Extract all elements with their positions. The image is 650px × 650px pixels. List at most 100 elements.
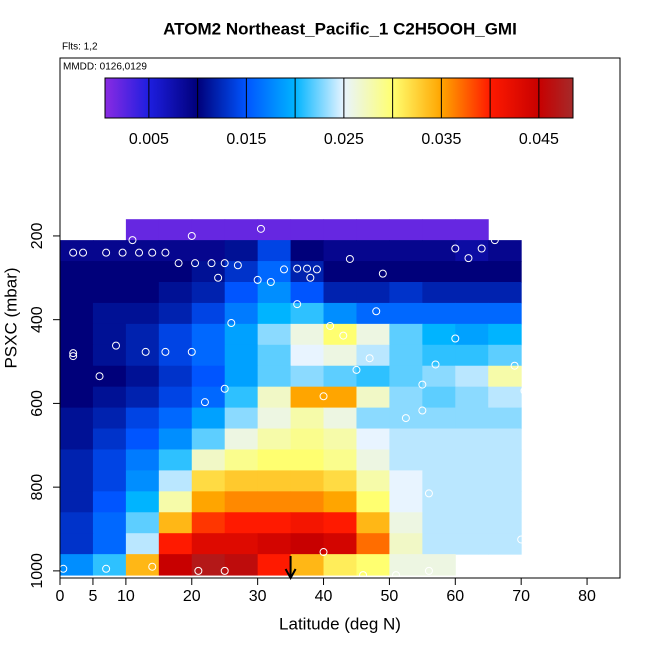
track-point <box>464 254 473 263</box>
heatmap-cell <box>224 407 259 430</box>
heatmap-cell <box>125 386 160 409</box>
heatmap-cell <box>290 219 325 241</box>
heatmap-cell <box>191 428 226 450</box>
heatmap-cell <box>191 281 226 304</box>
heatmap-cell <box>356 386 390 409</box>
heatmap-cell <box>389 554 423 576</box>
heatmap-cell <box>290 240 325 262</box>
heatmap-cell <box>224 554 259 576</box>
track-point <box>352 365 361 374</box>
heatmap-cell <box>290 449 325 471</box>
heatmap-cell <box>323 219 357 241</box>
heatmap-cell <box>455 302 489 325</box>
heatmap-cell <box>323 407 357 430</box>
heatmap-cell <box>125 533 160 555</box>
track-point <box>128 236 137 245</box>
x-tick-label: 30 <box>249 588 267 605</box>
heatmap-cell <box>290 512 325 534</box>
x-tick-label: 80 <box>578 588 596 605</box>
track-point <box>118 248 127 257</box>
heatmap-cell <box>389 449 423 471</box>
heatmap-cell <box>323 428 357 450</box>
track-point <box>227 319 236 328</box>
heatmap-cell <box>158 261 193 283</box>
heatmap-cell <box>191 386 226 409</box>
heatmap-cell <box>323 281 357 304</box>
heatmap-cell <box>356 533 390 555</box>
heatmap-cell <box>125 261 160 283</box>
heatmap-cell <box>455 365 489 388</box>
annotation: MMDD: 0126,0129 <box>63 62 147 73</box>
heatmap-cell <box>290 407 325 430</box>
heatmap-cell <box>389 386 423 409</box>
heatmap-cell <box>224 261 259 283</box>
heatmap-cell <box>323 554 357 576</box>
track-point <box>194 566 203 575</box>
heatmap-cell <box>422 302 456 325</box>
heatmap-cell <box>191 240 226 262</box>
heatmap-cell <box>455 219 489 241</box>
heatmap-cell <box>125 407 160 430</box>
heatmap-cell <box>92 365 127 388</box>
track-point <box>520 386 529 395</box>
heatmap-cell <box>422 533 456 555</box>
heatmap-cell <box>422 281 456 304</box>
heatmap-cell <box>422 261 456 283</box>
heatmap-cell <box>92 407 127 430</box>
heatmap-cell <box>323 240 357 262</box>
x-tick-label: 60 <box>446 588 464 605</box>
heatmap-cell <box>356 323 390 346</box>
heatmap-cell <box>290 344 325 367</box>
heatmap-cell <box>60 512 94 534</box>
heatmap-cell <box>389 323 423 346</box>
track-point <box>510 361 519 370</box>
heatmap-cell <box>158 491 193 513</box>
colorbar-tick-label: 0.005 <box>129 131 169 148</box>
heatmap-cell <box>92 470 127 492</box>
heatmap-cell <box>422 407 456 430</box>
heatmap-cell <box>60 428 94 450</box>
heatmap-cell <box>323 386 357 409</box>
heatmap-cell <box>224 512 259 534</box>
heatmap-cell <box>488 323 522 346</box>
heatmap-cell <box>389 281 423 304</box>
heatmap-cell <box>257 344 292 367</box>
heatmap-cell <box>191 512 226 534</box>
heatmap-cell <box>356 407 390 430</box>
heatmap-cell <box>224 302 259 325</box>
heatmap-cell <box>257 512 292 534</box>
track-point <box>220 259 229 268</box>
heatmap-cell <box>191 219 226 241</box>
heatmap-cell <box>224 240 259 262</box>
heatmap-cell <box>158 449 193 471</box>
heatmap-cell <box>92 428 127 450</box>
colorbar-tick-label: 0.025 <box>324 131 364 148</box>
heatmap-cell <box>191 365 226 388</box>
track-point <box>135 248 144 257</box>
heatmap-cell <box>323 365 357 388</box>
heatmap-cell <box>290 386 325 409</box>
heatmap-cell <box>125 323 160 346</box>
heatmap-cell <box>158 323 193 346</box>
track-point <box>253 275 262 284</box>
heatmap-cell <box>257 240 292 262</box>
heatmap-cell <box>323 533 357 555</box>
track-point <box>102 564 111 573</box>
heatmap-cell <box>422 491 456 513</box>
heatmap-cell <box>323 512 357 534</box>
heatmap-cell <box>92 281 127 304</box>
heatmap-cell <box>125 428 160 450</box>
heatmap-cell <box>389 302 423 325</box>
heatmap-cell <box>125 219 160 241</box>
track-point <box>293 300 302 309</box>
heatmap-cell <box>191 554 226 576</box>
heatmap-cell <box>191 407 226 430</box>
heatmap-cell <box>158 219 193 241</box>
track-point <box>60 564 68 573</box>
heatmap-cell <box>60 302 94 325</box>
heatmap-cell <box>257 470 292 492</box>
heatmap-cell <box>422 240 456 262</box>
track-point <box>174 259 183 268</box>
x-tick-label: 5 <box>88 588 97 605</box>
